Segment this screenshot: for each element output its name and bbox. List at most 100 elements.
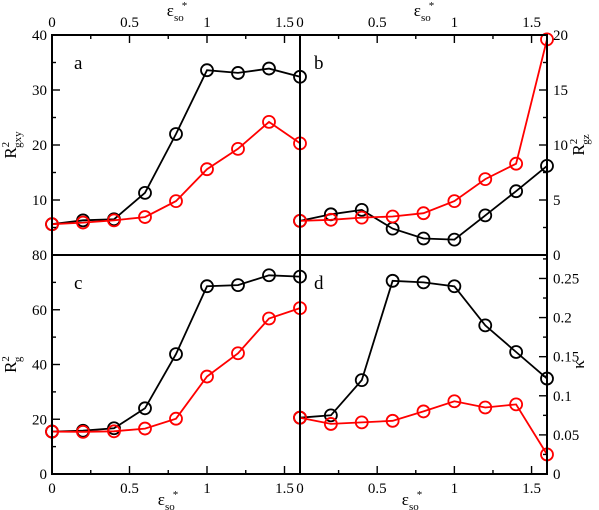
panel-b-label: b	[314, 53, 324, 74]
panel-a-series-2-point	[169, 194, 183, 209]
panel-d-y-tick-label: 0.05	[553, 428, 579, 444]
top-right-x-axis-label: εso*	[414, 0, 434, 24]
panel-a-series-1-point	[262, 61, 276, 76]
panel-d-series-1-point	[385, 273, 400, 288]
panel-d-y-tick-label: 0.1	[553, 389, 572, 405]
panel-c-label: c	[74, 273, 82, 294]
panel-a-series-2-point	[262, 115, 276, 129]
panel-b-series-2-line	[299, 39, 548, 222]
svg-text:εso*: εso*	[414, 0, 434, 24]
panel-b-series-2-point	[323, 212, 338, 227]
panel-b-series-2-point	[385, 209, 400, 224]
top-left-x-axis-label: εso*	[167, 0, 187, 24]
panel-b-series-2-point	[416, 206, 431, 221]
panel-b-y-tick-label: 10	[553, 138, 568, 154]
panel-c-series-1-point	[169, 347, 183, 361]
panel-c-series-2-point	[107, 424, 121, 439]
panel-b-y-axis-label: R2gz	[568, 134, 592, 155]
panel-b-series-2-point	[509, 156, 524, 171]
panel-b-series-2-point	[478, 172, 493, 187]
panel-c-y-tick-label: 60	[32, 303, 47, 319]
panel-a-series-2-point	[138, 210, 152, 224]
panel-c-y-tick-label: 20	[32, 412, 47, 428]
svg-text:εso*: εso*	[402, 489, 422, 510]
panel-b-y-tick-label: 20	[553, 28, 568, 44]
panel-c-series-2-point	[76, 424, 90, 439]
panel-a-y-tick-label: 20	[32, 138, 47, 154]
panel-c-y-tick-label: 80	[32, 248, 47, 264]
panel-d-series-2-line	[299, 400, 548, 455]
bottom-left-x-axis-label: εso*	[158, 489, 178, 510]
panel-b-series-1-point	[354, 202, 369, 217]
panel-c-series-1-point	[138, 401, 152, 416]
panel-d-y-tick-label: 0.2	[553, 311, 572, 327]
panel-c-x-tick-label: 1.5	[275, 481, 294, 497]
panel-b-series-1-point	[416, 231, 431, 246]
svg-text:κ: κ	[569, 360, 588, 369]
panel-c-series-2-line	[51, 307, 301, 433]
frames-layer	[51, 34, 548, 475]
panel-d-y-tick-label: 0.25	[553, 271, 579, 287]
panel-a-y-tick-label: 40	[32, 28, 47, 44]
panel-d-series-2-point	[323, 417, 338, 431]
panel-d-series-1-point	[478, 318, 493, 333]
svg-text:εso*: εso*	[158, 489, 178, 510]
panel-c-series-2-point	[169, 411, 183, 426]
panel-b-x-tick-label: 0.5	[368, 15, 387, 31]
panel-a-series-2-line	[51, 120, 301, 226]
bottom-right-x-axis-label: εso*	[402, 489, 422, 510]
panel-b-x-tick-label: 1	[451, 15, 459, 31]
panel-a-y-axis-label: R2gxy	[0, 131, 24, 159]
panel-d-series-1-point	[416, 275, 431, 290]
panel-b-series-1-point	[478, 208, 493, 223]
panel-b-series-1-point	[509, 184, 524, 199]
panel-d-series-2-point	[354, 415, 369, 430]
panel-b-series-2-point	[447, 194, 462, 209]
panel-d-series-2-point	[416, 404, 431, 419]
svg-text:R2gxy: R2gxy	[0, 131, 24, 159]
panel-d-x-tick-label: 1	[451, 481, 459, 497]
panel-d-y-tick-label: 0	[553, 467, 561, 483]
panel-b-series-1-line	[299, 165, 548, 241]
panel-b-y-tick-label: 15	[553, 83, 568, 99]
panel-c-series-1-line	[51, 274, 301, 433]
svg-text:R2gz: R2gz	[568, 134, 592, 155]
panel-b-x-tick-label: 0	[296, 15, 304, 31]
svg-text:εso*: εso*	[167, 0, 187, 24]
panel-c-y-tick-label: 40	[32, 358, 47, 374]
panel-d-series-2-point	[509, 397, 524, 412]
panel-d-label: d	[314, 273, 324, 294]
panel-c-series-2-point	[138, 421, 152, 436]
panel-c-series-1-point	[262, 268, 276, 283]
panel-a-series-1-point	[169, 127, 183, 141]
panel-c-x-tick-label: 0	[48, 481, 56, 497]
panel-c-y-tick-label: 0	[40, 467, 48, 483]
panel-d-y-tick-label: 0.15	[553, 350, 579, 366]
panel-a-series-2-point	[231, 141, 245, 156]
panel-b-series-1-point	[447, 232, 462, 247]
panel-c-series-2-point	[231, 346, 245, 361]
panel-d-x-tick-label: 0.5	[368, 481, 387, 497]
panel-d-x-tick-label: 0	[296, 481, 304, 497]
panel-a-series-1-line	[51, 67, 301, 226]
panel-c-y-axis-label: R2g	[0, 356, 24, 373]
panel-a-y-tick-label: 10	[32, 193, 47, 209]
panel-a-series-1-point	[231, 66, 245, 80]
panel-d-series-1-line	[299, 279, 548, 419]
panel-a-x-tick-label: 1.5	[275, 15, 294, 31]
panel-c-x-tick-label: 0.5	[120, 481, 139, 497]
panel-a-x-tick-label: 1	[203, 15, 211, 31]
panel-c-series-1-point	[231, 278, 245, 293]
panel-c-series-2-point	[262, 311, 276, 326]
panel-d-series-1-point	[354, 373, 369, 388]
panel-a-series-2-point	[107, 213, 121, 228]
panel-d-series-2-point	[447, 394, 462, 409]
panel-a-y-tick-label: 30	[32, 83, 47, 99]
panel-c-series-1-point	[200, 279, 214, 294]
panel-d-x-tick-label: 1.5	[522, 481, 541, 497]
panel-c-x-tick-label: 1	[203, 481, 211, 497]
panel-c-series-2-point	[200, 369, 214, 384]
panel-b-x-tick-label: 1.5	[522, 15, 541, 31]
